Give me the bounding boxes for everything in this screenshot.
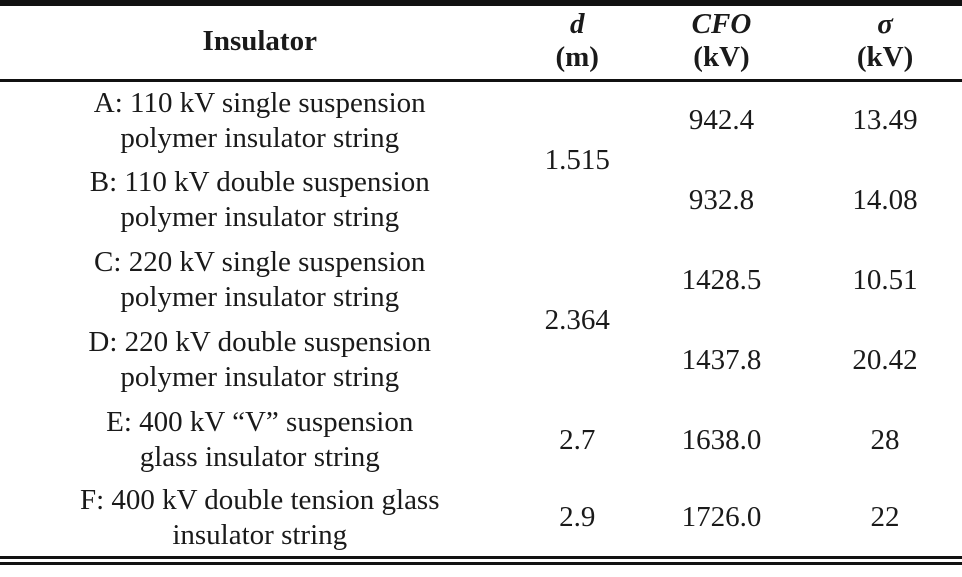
cfo-value-cell: 1726.0 (681, 501, 762, 534)
col-header-d: d (m) (519, 3, 635, 82)
cfo-value-cell: 1428.5 (681, 263, 762, 296)
table-row-b: B: 110 kV double suspension polymer insu… (0, 160, 962, 240)
col-header-insulator: Insulator (0, 3, 520, 82)
col-header-d-symbol: d (569, 8, 585, 40)
table-row-f: F: 400 kV double tension glass insulator… (0, 480, 962, 560)
sigma-value-cell: 13.49 (852, 104, 918, 137)
d-value-cell: 1.515 (544, 144, 610, 177)
cfo-value-cell: 942.4 (688, 104, 755, 137)
col-header-cfo-unit: (kV) (693, 41, 750, 74)
header-row: Insulator d (m) CFO (kV) σ (kV) (0, 3, 962, 82)
col-header-insulator-label: Insulator (202, 24, 317, 57)
insulator-name-cell: A: 110 kV single suspension polymer insu… (93, 86, 426, 154)
cfo-value-cell: 1437.8 (681, 343, 762, 376)
insulator-name-cell: E: 400 kV “V” suspension glass insulator… (106, 405, 414, 474)
d-value-cell: 2.9 (559, 501, 596, 534)
col-header-sigma: σ (kV) (808, 3, 962, 82)
insulator-name-cell: F: 400 kV double tension glass insulator… (79, 483, 440, 551)
table-row-a: A: 110 kV single suspension polymer insu… (0, 80, 962, 177)
insulator-name-cell: C: 220 kV single suspension polymer insu… (94, 245, 426, 314)
sigma-value-cell: 22 (870, 501, 900, 534)
col-header-cfo: CFO (kV) (634, 3, 809, 82)
insulator-name-cell: B: 110 kV double suspension polymer insu… (89, 165, 430, 234)
sigma-value-cell: 20.42 (852, 343, 918, 376)
cfo-value-cell: 932.8 (688, 183, 755, 216)
sigma-value-cell: 28 (870, 423, 900, 456)
table-row-d: D: 220 kV double suspension polymer insu… (0, 320, 962, 400)
insulator-test-results-table: Insulator d (m) CFO (kV) σ (kV) A: 110 k… (0, 0, 962, 565)
insulator-name-cell: D: 220 kV double suspension polymer insu… (88, 325, 432, 394)
col-header-sigma-unit: (kV) (856, 41, 914, 74)
d-value-cell: 2.364 (544, 303, 610, 336)
col-header-cfo-symbol: CFO (691, 8, 752, 40)
cfo-value-cell: 1638.0 (681, 423, 762, 456)
sigma-value-cell: 14.08 (852, 183, 918, 216)
sigma-value-cell: 10.51 (852, 263, 918, 296)
table-row-e: E: 400 kV “V” suspension glass insulator… (0, 400, 962, 480)
d-value-cell: 2.7 (559, 423, 596, 456)
col-header-sigma-symbol: σ (877, 8, 893, 40)
table-row-c: C: 220 kV single suspension polymer insu… (0, 240, 962, 336)
col-header-d-unit: (m) (555, 41, 599, 74)
